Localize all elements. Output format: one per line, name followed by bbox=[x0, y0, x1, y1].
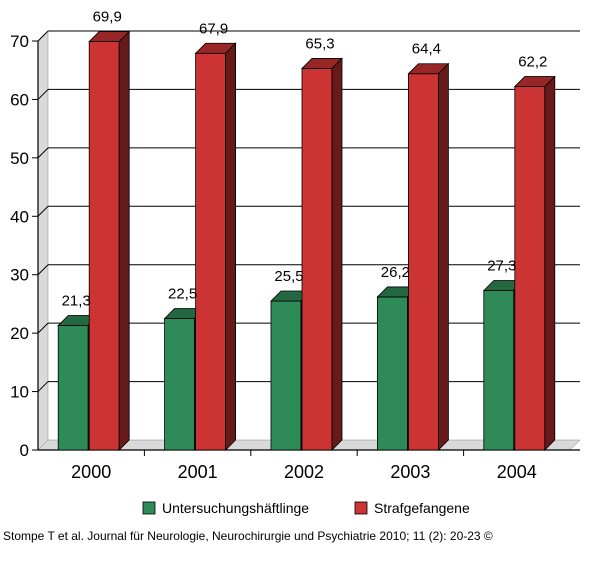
data-label: 26,2 bbox=[381, 264, 410, 281]
bar-strafgefangene-2000 bbox=[88, 30, 131, 451]
y-axis-ticks: 0 10 20 30 40 50 60 70 bbox=[10, 32, 580, 460]
data-label: 27,3 bbox=[487, 257, 516, 274]
data-label: 69,9 bbox=[93, 9, 122, 26]
bar-front bbox=[376, 296, 408, 451]
x-axis-ticks: 2000 2001 2002 2003 2004 bbox=[71, 450, 537, 482]
x-tick-label: 2003 bbox=[390, 462, 430, 482]
y-tick-label: 10 bbox=[10, 383, 29, 402]
y-tick-label: 40 bbox=[10, 207, 29, 226]
y-tick-label: 70 bbox=[10, 32, 29, 51]
legend-label: Untersuchungshäftlinge bbox=[162, 500, 309, 516]
legend-swatch bbox=[142, 501, 156, 515]
bar-strafgefangene-2004 bbox=[513, 75, 556, 451]
y-tick-label: 20 bbox=[10, 324, 29, 343]
bar-front bbox=[57, 325, 89, 451]
gridline-diag bbox=[37, 264, 49, 276]
data-labels: 21,3 69,9 22,5 67,9 25,5 65,3 26,2 64,4 27,3 62,2 bbox=[62, 9, 548, 310]
legend: Untersuchungshäftlinge Strafgefangene bbox=[142, 500, 470, 516]
bar-front bbox=[195, 52, 227, 451]
gridline-diag bbox=[37, 147, 49, 159]
y-tick-label: 0 bbox=[20, 441, 29, 460]
x-tick-label: 2002 bbox=[284, 462, 324, 482]
bar-chart: 0 10 20 30 40 50 60 70 21,3 69,9 22,5 67,9 25,5 65,3… bbox=[10, 9, 581, 516]
legend-swatch bbox=[354, 501, 368, 515]
bar-strafgefangene-2003 bbox=[407, 62, 450, 451]
data-label: 25,5 bbox=[274, 268, 303, 285]
bar-side bbox=[118, 30, 130, 451]
gridline-diag bbox=[37, 30, 49, 42]
gridline-diag bbox=[37, 322, 49, 334]
y-tick-label: 50 bbox=[10, 149, 29, 168]
bar-side bbox=[544, 75, 556, 451]
bar-front bbox=[270, 300, 302, 451]
source-citation: Stompe T et al. Journal für Neurologie, … bbox=[3, 529, 493, 543]
data-label: 67,9 bbox=[199, 20, 228, 37]
data-label: 65,3 bbox=[305, 35, 334, 52]
bar-front bbox=[164, 318, 196, 451]
bar-front bbox=[88, 41, 120, 451]
bar-front bbox=[514, 86, 546, 451]
y-tick-label: 30 bbox=[10, 266, 29, 285]
bar-side bbox=[437, 62, 449, 451]
x-tick-label: 2000 bbox=[71, 462, 111, 482]
x-tick-label: 2001 bbox=[178, 462, 218, 482]
y-tick-label: 60 bbox=[10, 90, 29, 109]
gridline-diag bbox=[37, 381, 49, 392]
gridline-diag bbox=[37, 89, 49, 100]
x-tick-label: 2004 bbox=[497, 462, 537, 482]
bar-front bbox=[407, 73, 439, 451]
data-label: 22,5 bbox=[168, 286, 197, 303]
legend-label: Strafgefangene bbox=[374, 500, 470, 516]
bar-front bbox=[483, 290, 515, 451]
data-label: 64,4 bbox=[412, 41, 441, 58]
bars bbox=[57, 30, 556, 451]
data-label: 62,2 bbox=[518, 54, 547, 71]
gridline-diag bbox=[37, 205, 49, 217]
data-label: 21,3 bbox=[62, 293, 91, 310]
bar-side bbox=[225, 42, 237, 451]
bar-strafgefangene-2002 bbox=[301, 57, 343, 451]
bar-side bbox=[331, 57, 343, 451]
bar-front bbox=[301, 68, 333, 451]
bar-strafgefangene-2001 bbox=[194, 42, 237, 451]
